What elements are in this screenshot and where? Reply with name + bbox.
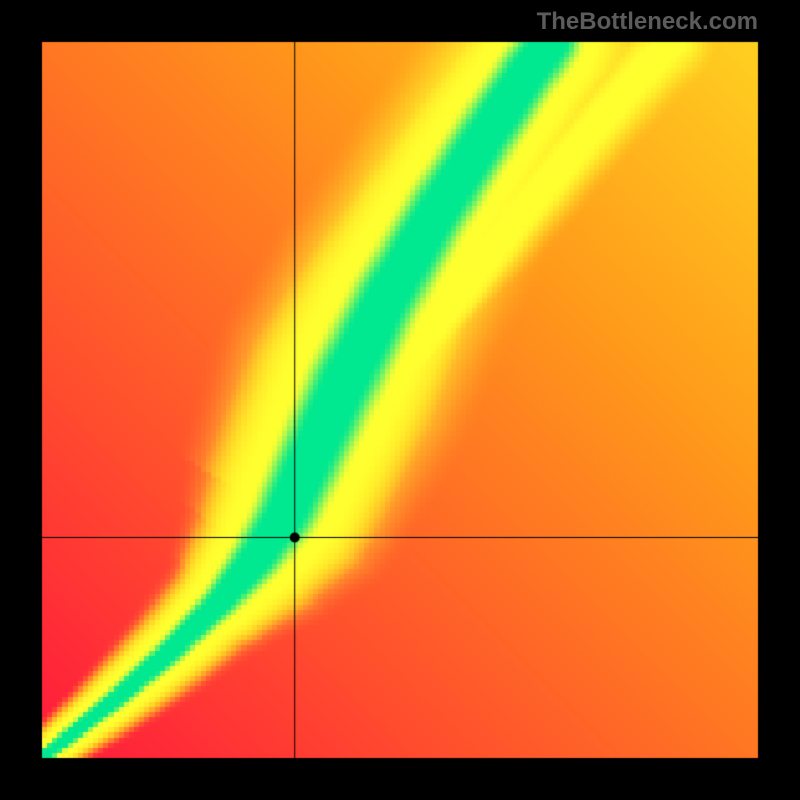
watermark-text: TheBottleneck.com	[537, 8, 758, 36]
heatmap-canvas	[0, 0, 800, 800]
